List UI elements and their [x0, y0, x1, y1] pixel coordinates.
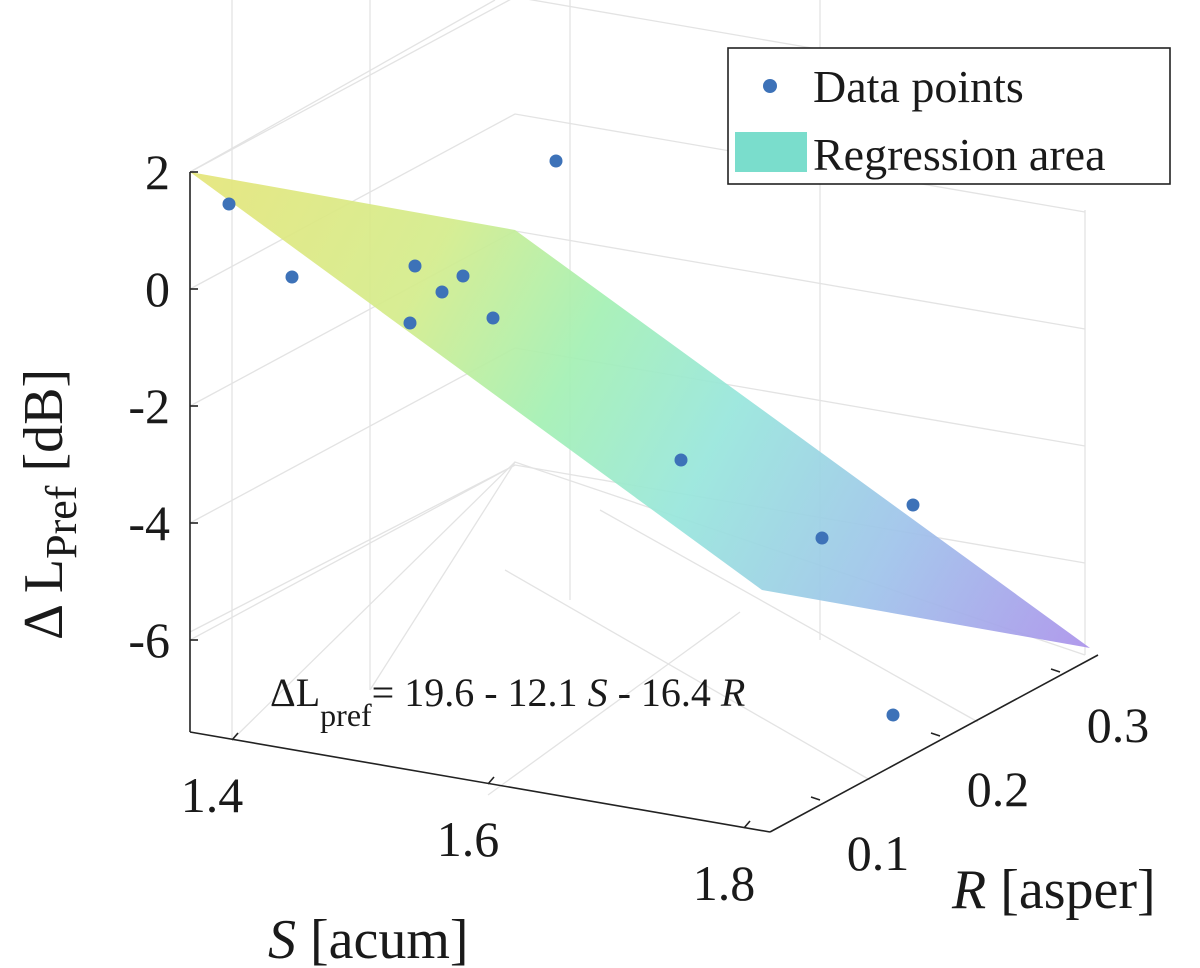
data-point — [408, 259, 422, 273]
data-point — [486, 311, 500, 325]
legend-label-data-points: Data points — [813, 61, 1024, 112]
data-point — [886, 708, 900, 722]
axis-box — [189, 172, 1099, 833]
z-tick-label: -2 — [128, 378, 170, 434]
grid-line — [599, 509, 979, 723]
y-tick-label: 0.1 — [847, 825, 910, 881]
data-point — [456, 269, 470, 283]
y-axis-ticks: 0.1 0.2 0.3 — [810, 668, 1150, 881]
data-point — [403, 316, 417, 330]
grid-line — [189, 464, 516, 633]
y-tick-mark — [1050, 668, 1061, 673]
y-tick-label: 0.3 — [1087, 697, 1150, 753]
data-point — [906, 498, 920, 512]
legend: Data points Regression area — [727, 47, 1171, 185]
y-axis-line — [769, 654, 1099, 833]
x-axis-ticks: 1.4 1.6 1.8 — [181, 732, 756, 911]
y-tick-mark — [930, 732, 941, 737]
grid-line — [504, 569, 871, 781]
data-point — [435, 285, 449, 299]
z-axis-label: Δ LPref [dB] — [13, 369, 86, 640]
z-axis-ticks: 2 0 -2 -4 -6 — [128, 144, 198, 668]
y-tick-label: 0.2 — [967, 761, 1030, 817]
y-tick-mark — [810, 796, 821, 801]
z-tick-label: -4 — [128, 495, 170, 551]
data-points — [222, 154, 920, 722]
grid-line — [487, 611, 741, 796]
grid-line — [189, 0, 496, 173]
data-point — [674, 453, 688, 467]
grid-line — [231, 461, 516, 741]
y-axis-label: R [asper] — [951, 859, 1156, 921]
x-tick-mark — [487, 776, 495, 785]
z-tick-label: 0 — [145, 261, 170, 317]
data-point — [549, 154, 563, 168]
data-point — [285, 270, 299, 284]
x-tick-label: 1.8 — [693, 855, 756, 911]
x-tick-mark — [231, 732, 239, 741]
data-point — [222, 197, 236, 211]
z-tick-label: 2 — [145, 144, 170, 200]
legend-patch-icon — [735, 132, 807, 172]
legend-label-regression-area: Regression area — [813, 129, 1106, 180]
x-tick-label: 1.4 — [181, 767, 244, 823]
x-axis-label: S [acum] — [268, 909, 469, 968]
x-axis-line — [189, 731, 771, 833]
x-tick-label: 1.6 — [437, 811, 500, 867]
regression-equation: ΔLpref= 19.6 - 12.1 S - 16.4 R — [270, 670, 745, 733]
regression-surface — [190, 172, 1090, 648]
x-tick-mark — [743, 820, 751, 829]
data-point — [815, 531, 829, 545]
z-tick-label: -6 — [128, 612, 170, 668]
legend-dot-icon — [763, 79, 777, 93]
